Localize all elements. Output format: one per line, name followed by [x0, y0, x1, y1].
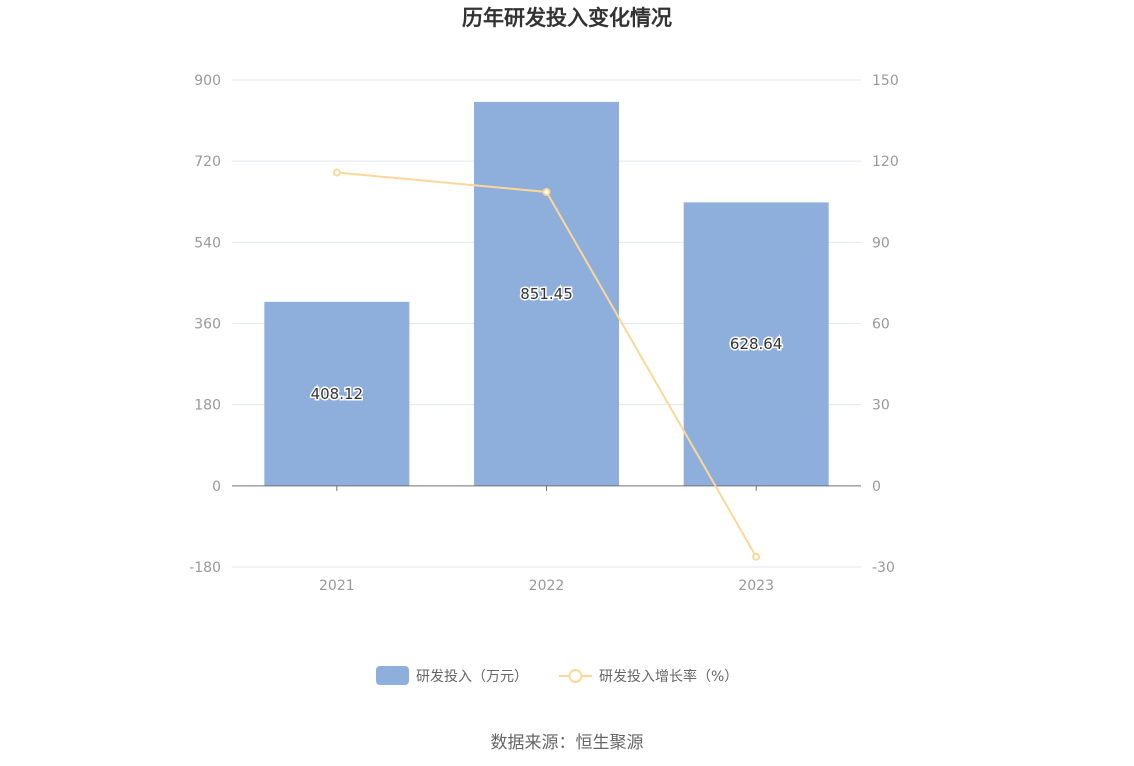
right-tick-label: 90 — [872, 235, 890, 251]
line-series — [332, 168, 761, 561]
left-tick-label: 900 — [194, 73, 221, 89]
right-tick-label: 120 — [872, 154, 899, 170]
x-tick-label: 2023 — [738, 578, 774, 594]
left-tick-label: -180 — [189, 560, 221, 576]
bar[interactable] — [264, 301, 410, 486]
right-tick-label: 30 — [872, 398, 890, 414]
left-tick-label: 360 — [194, 317, 221, 333]
left-tick-label: 720 — [194, 154, 221, 170]
growth-point[interactable] — [332, 168, 341, 177]
right-axis: -30 0 30 60 90 120 150 — [872, 73, 899, 576]
legend-bar-swatch — [376, 666, 409, 685]
chart-title: 历年研发投入变化情况 — [462, 6, 672, 30]
legend-line-label: 研发投入增长率（%） — [599, 668, 738, 685]
bar-data-labels: 408.12 851.45 628.64 — [309, 283, 784, 404]
legend[interactable]: 研发投入（万元） 研发投入增长率（%） — [376, 666, 738, 685]
bar-value-label: 408.12 — [311, 385, 364, 403]
left-tick-label: 180 — [194, 398, 221, 414]
right-tick-label: 150 — [872, 73, 899, 89]
legend-item-line[interactable]: 研发投入增长率（%） — [559, 668, 738, 685]
bar[interactable] — [474, 101, 619, 486]
right-tick-label: 60 — [872, 317, 890, 333]
legend-line-marker — [568, 669, 583, 683]
bar[interactable] — [683, 202, 829, 486]
growth-point[interactable] — [752, 552, 761, 561]
right-tick-label: 0 — [872, 479, 881, 495]
left-tick-label: 540 — [194, 235, 221, 251]
bar-value-label: 851.45 — [520, 285, 573, 303]
legend-bar-label: 研发投入（万元） — [416, 669, 528, 685]
x-tick-label: 2021 — [319, 578, 355, 594]
x-axis: 2021 2022 2023 — [232, 485, 861, 594]
legend-item-bar[interactable]: 研发投入（万元） — [376, 666, 528, 685]
source-note: 数据来源：恒生聚源 — [491, 733, 644, 753]
growth-point[interactable] — [542, 188, 551, 197]
x-tick-label: 2022 — [529, 578, 565, 594]
bar-value-label: 628.64 — [730, 335, 783, 353]
left-tick-label: 0 — [212, 479, 221, 495]
left-axis: -180 0 180 360 540 720 900 — [189, 73, 221, 576]
right-tick-label: -30 — [872, 560, 895, 576]
bar-series — [264, 101, 829, 486]
